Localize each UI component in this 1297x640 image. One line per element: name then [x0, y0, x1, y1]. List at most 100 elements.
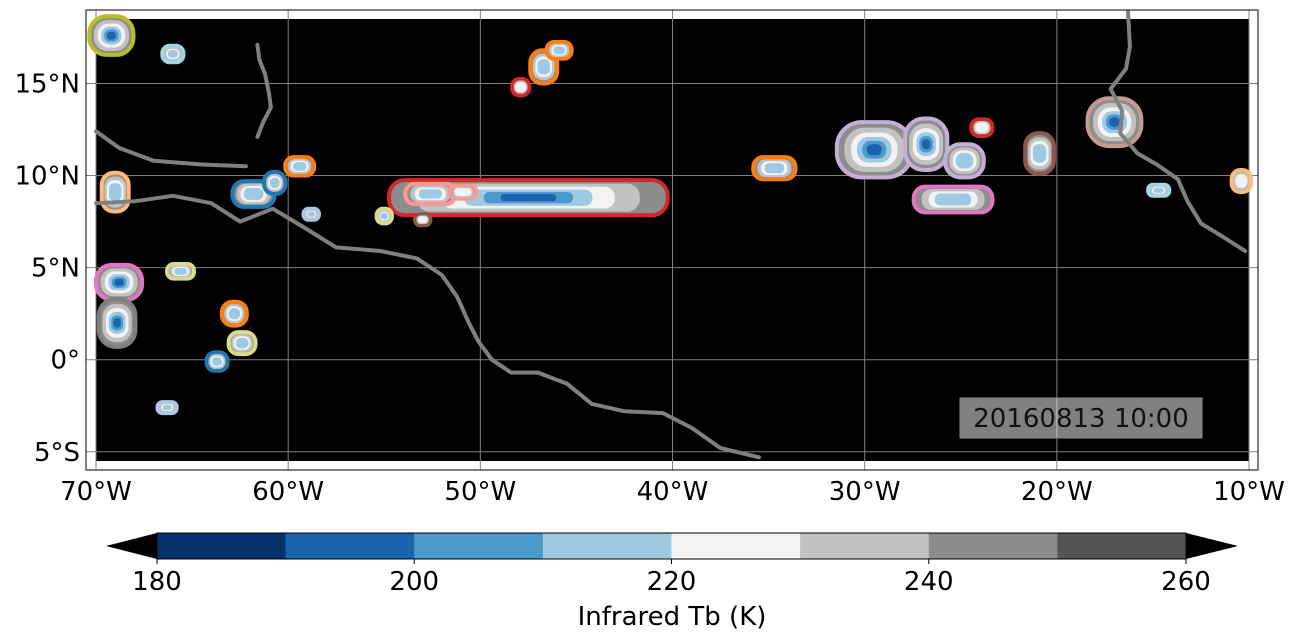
colorbar-tick-label-2: 220	[647, 567, 697, 597]
convective-system-26	[96, 296, 138, 349]
system-contour-25-5	[114, 278, 124, 286]
colorbar-swatch-5	[800, 533, 930, 559]
system-contour-9-2	[1235, 174, 1248, 188]
colorbar	[106, 532, 1238, 560]
colorbar-swatch-3	[542, 533, 672, 559]
convective-system-29	[226, 330, 258, 357]
system-contour-8-3	[1153, 187, 1164, 193]
lat-tick-label-4: 5°S	[34, 438, 80, 468]
colorbar-swatch-7	[1057, 533, 1187, 559]
colorbar-tick-label-1: 200	[389, 567, 439, 597]
lon-tick-label-4: 30°W	[829, 477, 901, 507]
lon-tick-label-2: 50°W	[444, 477, 516, 507]
system-contour-0-5	[500, 194, 557, 202]
system-contour-29-3	[235, 338, 249, 349]
timestamp-box: 20160813 10:00	[959, 397, 1203, 439]
convective-system-19	[262, 169, 288, 196]
lon-tick-label-5: 20°W	[1021, 477, 1093, 507]
convective-system-22	[87, 14, 136, 57]
colorbar-tick-labels: 180 200 220 240 260	[132, 559, 1211, 597]
system-contour-14-3	[380, 212, 388, 220]
system-contour-2-5	[921, 139, 931, 150]
latitude-tick-labels: 15°N 10°N 5°N 0° 5°S	[14, 69, 80, 467]
convective-system-9	[1229, 168, 1253, 195]
system-contour-27-3	[174, 267, 187, 275]
convective-system-4	[969, 117, 995, 138]
system-contour-7-5	[1109, 117, 1120, 127]
system-contour-5-3	[1032, 144, 1047, 163]
convective-system-28	[219, 299, 249, 328]
convective-system-3	[943, 142, 986, 180]
system-contour-28-3	[228, 308, 241, 320]
convective-system-25	[94, 262, 145, 302]
system-contour-10-3	[764, 163, 785, 174]
lat-tick-label-1: 10°N	[14, 162, 80, 192]
lon-tick-label-6: 10°W	[1213, 477, 1285, 507]
convective-system-2	[903, 116, 950, 173]
system-contour-11-3	[418, 189, 442, 199]
system-contour-24-3	[109, 183, 122, 202]
lon-tick-label-0: 70°W	[60, 477, 132, 507]
colorbar-swatch-2	[414, 533, 544, 559]
coastline-central-america	[94, 129, 248, 169]
convective-system-21	[283, 155, 317, 178]
system-contour-15-3	[537, 59, 550, 75]
system-contour-6-3	[934, 193, 972, 206]
lon-tick-label-1: 60°W	[252, 477, 324, 507]
lat-tick-label-2: 5°N	[31, 254, 80, 284]
system-contour-31-3	[162, 405, 172, 411]
convective-system-10	[751, 155, 798, 182]
system-contour-3-3	[955, 153, 974, 169]
convective-system-1	[834, 120, 914, 180]
convective-system-20	[301, 206, 321, 222]
system-contour-19-3	[269, 177, 280, 188]
lon-tick-label-3: 40°W	[637, 477, 709, 507]
system-contour-17-2	[515, 82, 527, 93]
colorbar-label: Infrared Tb (K)	[578, 602, 767, 632]
coastline-south-america	[94, 193, 761, 460]
timestamp-text: 20160813 10:00	[973, 404, 1189, 434]
system-contour-22-5	[106, 31, 116, 40]
convective-system-5	[1023, 131, 1056, 176]
convective-system-6	[911, 184, 995, 215]
system-contour-16-3	[553, 46, 565, 55]
convective-system-13	[412, 212, 433, 228]
colorbar-swatch-4	[671, 533, 801, 559]
system-contour-20-3	[307, 211, 315, 217]
colorbar-extend-high	[1186, 533, 1238, 559]
convective-system-17	[510, 76, 532, 98]
lat-tick-label-3: 0°	[50, 346, 80, 376]
convective-system-31	[155, 400, 179, 416]
convective-system-14	[374, 206, 394, 226]
system-contour-23-3	[168, 50, 178, 58]
convective-system-23	[160, 43, 186, 65]
system-contour-13-2	[417, 216, 428, 224]
colorbar-swatch-1	[285, 533, 415, 559]
coastline-west-africa	[1108, 10, 1248, 253]
coastlines	[94, 10, 1248, 460]
convective-system-24	[99, 170, 131, 214]
system-contour-1-5	[866, 144, 882, 156]
colorbar-swatch-0	[157, 533, 287, 559]
colorbar-tick-label-4: 260	[1161, 567, 1211, 597]
convective-system-8	[1146, 182, 1172, 198]
colorbar-swatch-6	[928, 533, 1058, 559]
convective-systems	[87, 14, 1253, 416]
timestamp-background	[959, 397, 1203, 439]
system-contour-30-3	[212, 357, 222, 366]
longitude-tick-labels: 70°W 60°W 50°W 40°W 30°W 20°W 10°W	[60, 477, 1285, 507]
system-contour-4-2	[975, 122, 989, 133]
convective-system-16	[544, 40, 574, 61]
coastline-lesser-antilles	[255, 42, 273, 139]
lat-tick-label-0: 15°N	[14, 69, 80, 99]
map-border	[85, 9, 1259, 471]
colorbar-tick-label-0: 180	[132, 567, 182, 597]
colorbar-extend-low	[106, 533, 157, 559]
convective-system-12	[447, 183, 479, 201]
convective-system-30	[204, 350, 230, 373]
system-contour-18-3	[243, 188, 264, 200]
colorbar-tick-label-3: 240	[904, 567, 954, 597]
system-contour-12-2	[454, 188, 472, 197]
system-contour-26-5	[113, 318, 121, 328]
